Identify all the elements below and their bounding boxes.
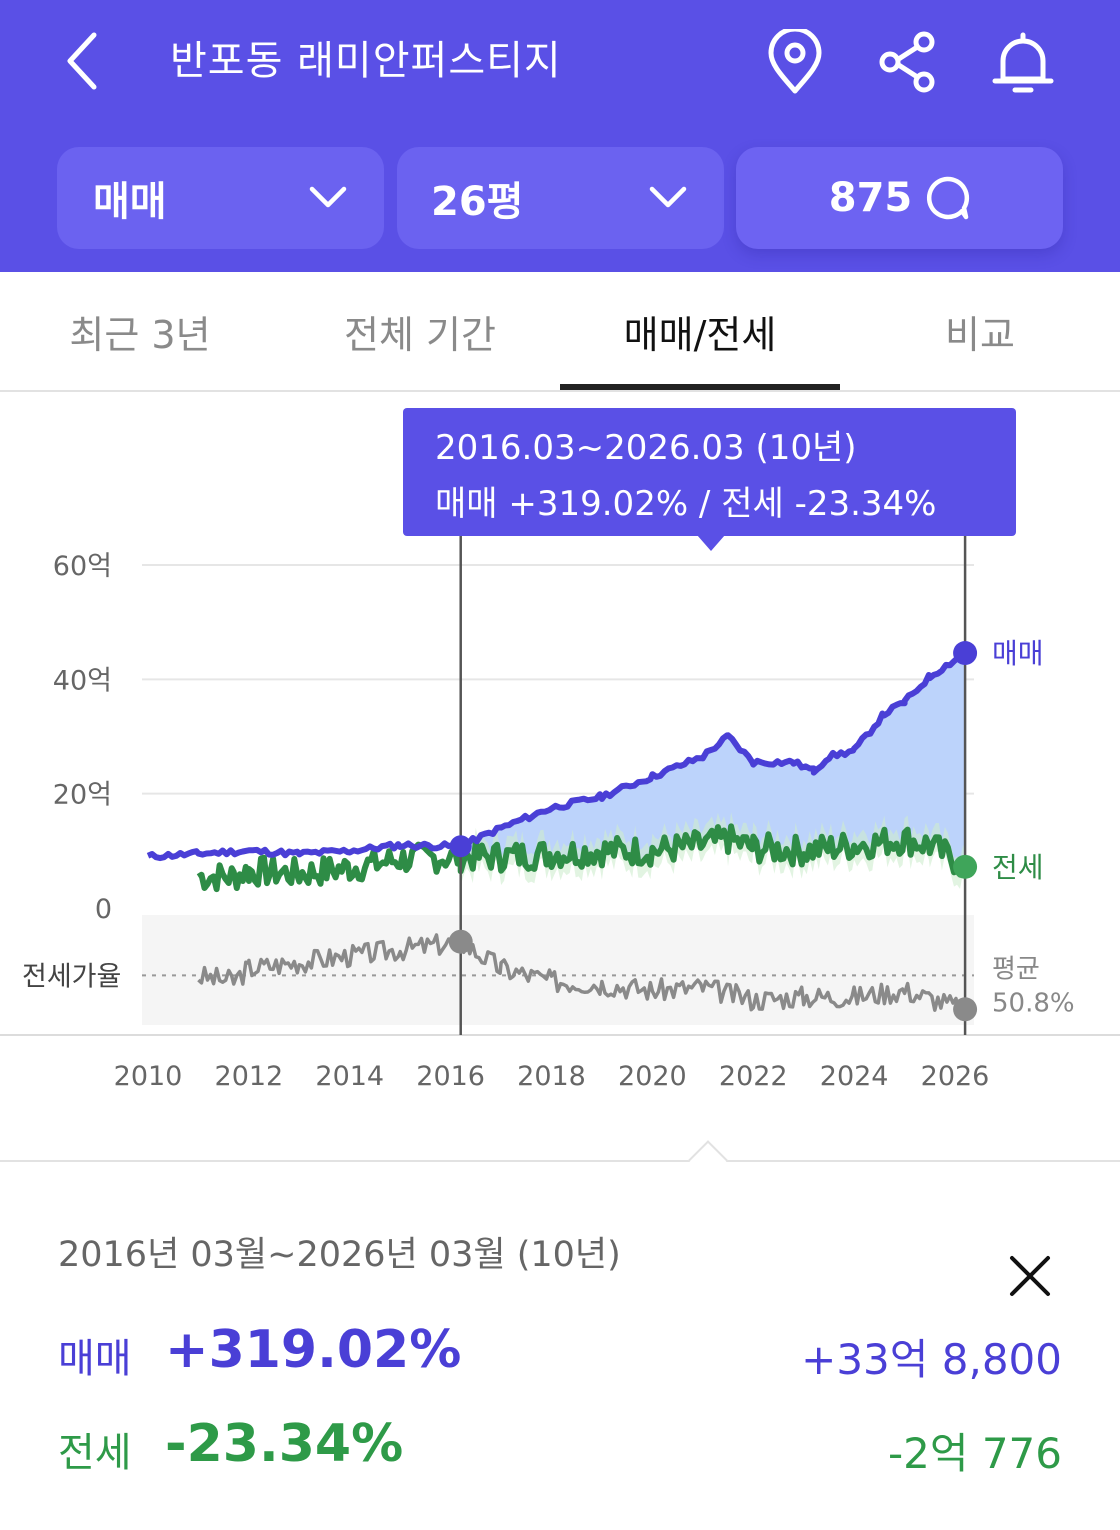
chevron-down-icon bbox=[649, 186, 687, 208]
sale-end-point bbox=[953, 641, 978, 666]
bell-icon bbox=[992, 32, 1054, 93]
ratio-band-background bbox=[142, 915, 974, 1025]
x-tick-label: 2016 bbox=[416, 1061, 485, 1092]
comments-button[interactable]: 875 bbox=[736, 147, 1063, 249]
tooltip-period: 2016.03~2026.03 (10년) bbox=[435, 428, 857, 468]
x-tick-label: 2026 bbox=[921, 1061, 990, 1092]
ratio-end-point bbox=[953, 997, 978, 1022]
active-tab-indicator bbox=[560, 384, 840, 390]
x-tick-label: 2024 bbox=[820, 1061, 889, 1092]
size-dropdown[interactable]: 26평 bbox=[397, 147, 724, 249]
tooltip-change: 매매 +319.02% / 전세 -23.34% bbox=[435, 484, 937, 524]
app-header: 반포동 래미안퍼스티지 매매 26평 bbox=[0, 0, 1120, 272]
sale-change-amount: +33억 8,800 bbox=[801, 1335, 1062, 1384]
deal-type-dropdown[interactable]: 매매 bbox=[57, 147, 384, 249]
tooltip-arrow bbox=[697, 535, 725, 551]
size-value: 26평 bbox=[431, 179, 524, 225]
jeonse-end-point bbox=[953, 854, 978, 879]
tab-all-period[interactable]: 전체 기간 bbox=[344, 312, 496, 357]
notification-button[interactable] bbox=[983, 24, 1063, 100]
ratio-average-value: 50.8% bbox=[992, 988, 1075, 1018]
price-chart[interactable]: 60억 40억 20억 0 2010 2012 2014 2016 2018 2020 2022 20… bbox=[0, 395, 1120, 1115]
y-tick-label: 60억 bbox=[53, 551, 112, 582]
summary-period: 2016년 03월~2026년 03월 (10년) bbox=[58, 1235, 621, 1275]
jeonse-series-label: 전세 bbox=[992, 851, 1044, 884]
x-tick-label: 2018 bbox=[517, 1061, 586, 1092]
location-button[interactable] bbox=[755, 24, 835, 100]
panel-pointer bbox=[688, 1140, 728, 1180]
x-tick-label: 2014 bbox=[315, 1061, 384, 1092]
y-tick-label: 40억 bbox=[53, 665, 112, 696]
jeonse-line bbox=[196, 823, 969, 893]
tab-compare[interactable]: 비교 bbox=[945, 312, 1015, 357]
sale-area-fill bbox=[460, 653, 966, 875]
panel-divider bbox=[0, 1160, 1120, 1162]
chevron-left-icon bbox=[67, 32, 97, 90]
tab-sale-jeonse[interactable]: 매매/전세 bbox=[623, 312, 777, 357]
close-summary-button[interactable] bbox=[1004, 1250, 1056, 1302]
tab-recent-3y[interactable]: 최근 3년 bbox=[69, 312, 211, 357]
y-tick-label: 20억 bbox=[53, 780, 112, 811]
close-icon bbox=[1010, 1256, 1050, 1296]
sale-label: 매매 bbox=[58, 1336, 132, 1382]
period-tabs: 최근 3년 전체 기간 매매/전세 비교 bbox=[0, 272, 1120, 392]
jeonse-change-percent: -23.34% bbox=[165, 1414, 404, 1474]
y-tick-label: 0 bbox=[95, 894, 112, 925]
jeonse-range-band bbox=[460, 812, 966, 889]
sale-line bbox=[146, 650, 967, 862]
comment-count: 875 bbox=[828, 175, 913, 221]
sale-change-percent: +319.02% bbox=[165, 1320, 462, 1380]
x-tick-label: 2022 bbox=[719, 1061, 788, 1092]
jeonse-change-amount: -2억 776 bbox=[887, 1429, 1062, 1478]
x-tick-label: 2020 bbox=[618, 1061, 687, 1092]
page-title: 반포동 래미안퍼스티지 bbox=[170, 38, 562, 84]
map-pin-icon bbox=[768, 29, 822, 94]
x-tick-label: 2012 bbox=[215, 1061, 284, 1092]
ratio-average-label: 평균 bbox=[992, 954, 1040, 984]
ratio-line bbox=[197, 931, 967, 1018]
chevron-down-icon bbox=[309, 186, 347, 208]
share-button[interactable] bbox=[868, 24, 948, 100]
sale-start-point bbox=[449, 835, 472, 858]
x-tick-label: 2010 bbox=[114, 1061, 183, 1092]
ratio-label: 전세가율 bbox=[22, 961, 121, 992]
back-button[interactable] bbox=[52, 24, 112, 98]
sale-series-label: 매매 bbox=[992, 637, 1044, 670]
share-icon bbox=[879, 31, 935, 93]
selection-tooltip: 2016.03~2026.03 (10년) 매매 +319.02% / 전세 -… bbox=[403, 408, 1016, 536]
speech-bubble-icon bbox=[927, 176, 970, 220]
ratio-start-point bbox=[448, 929, 473, 954]
jeonse-label: 전세 bbox=[58, 1430, 132, 1476]
deal-type-value: 매매 bbox=[93, 179, 167, 225]
